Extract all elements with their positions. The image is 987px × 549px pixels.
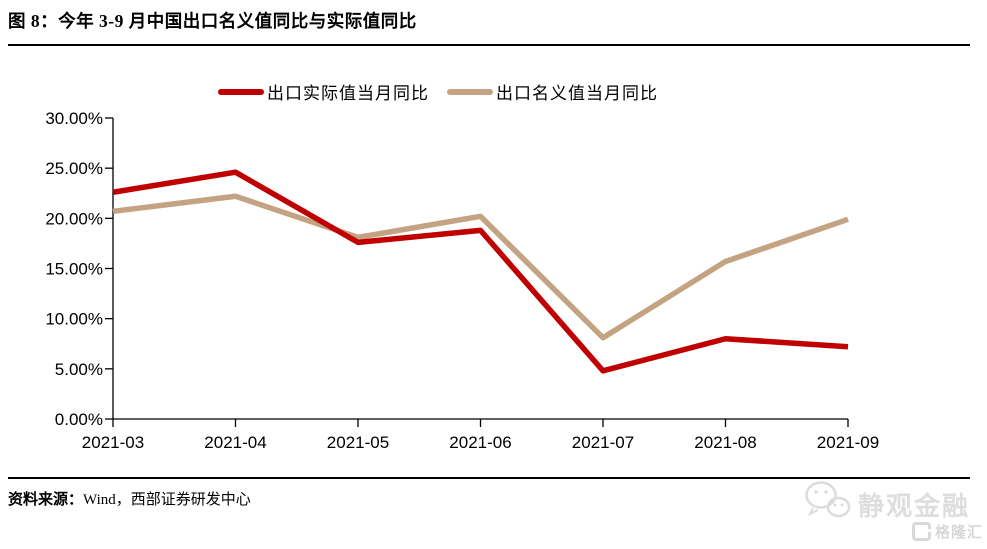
source-label: 资料来源： (8, 492, 84, 508)
svg-text:15.00%: 15.00% (45, 260, 103, 279)
chart-svg: 0.00% 5.00% 10.00% 15.00% 20.00% 25.00% 30.00%… (45, 110, 879, 452)
legend-swatch-real-line (218, 88, 264, 95)
legend-label-nominal: 出口名义值当月同比 (496, 84, 658, 103)
chart-title: 图 8：今年 3-9 月中国出口名义值同比与实际值同比 (8, 11, 417, 31)
title-underline (8, 44, 970, 46)
wechat-icon (805, 481, 851, 518)
svg-text:30.00%: 30.00% (45, 110, 103, 128)
svg-text:2021-05: 2021-05 (327, 433, 389, 452)
svg-text:2021-07: 2021-07 (572, 433, 634, 452)
gelonghui-g-icon (912, 522, 931, 541)
svg-text:2021-04: 2021-04 (204, 433, 266, 452)
gelonghui-logo: 格隆汇 (912, 521, 983, 542)
svg-text:20.00%: 20.00% (45, 209, 103, 228)
svg-text:2021-09: 2021-09 (817, 433, 879, 452)
svg-text:2021-08: 2021-08 (694, 433, 756, 452)
svg-text:10.00%: 10.00% (45, 310, 103, 329)
legend-swatch-nominal-line (447, 88, 493, 95)
svg-text:2021-06: 2021-06 (449, 433, 511, 452)
legend-item-nominal: 出口名义值当月同比 (447, 79, 658, 104)
chart-legend: 出口实际值当月同比 出口名义值当月同比 (218, 79, 658, 104)
legend-label-real: 出口实际值当月同比 (267, 84, 429, 103)
footer-divider (8, 477, 970, 479)
svg-text:2021-03: 2021-03 (82, 433, 144, 452)
wechat-account-name: 静观金融 (858, 492, 971, 521)
svg-text:25.00%: 25.00% (45, 159, 103, 178)
source-text: Wind，西部证券研发中心 (83, 492, 251, 508)
legend-item-real: 出口实际值当月同比 (218, 79, 429, 104)
gelonghui-label: 格隆汇 (935, 525, 984, 541)
svg-text:5.00%: 5.00% (55, 360, 103, 379)
svg-text:0.00%: 0.00% (55, 410, 103, 429)
source-note: 资料来源：Wind，西部证券研发中心 (8, 488, 251, 509)
